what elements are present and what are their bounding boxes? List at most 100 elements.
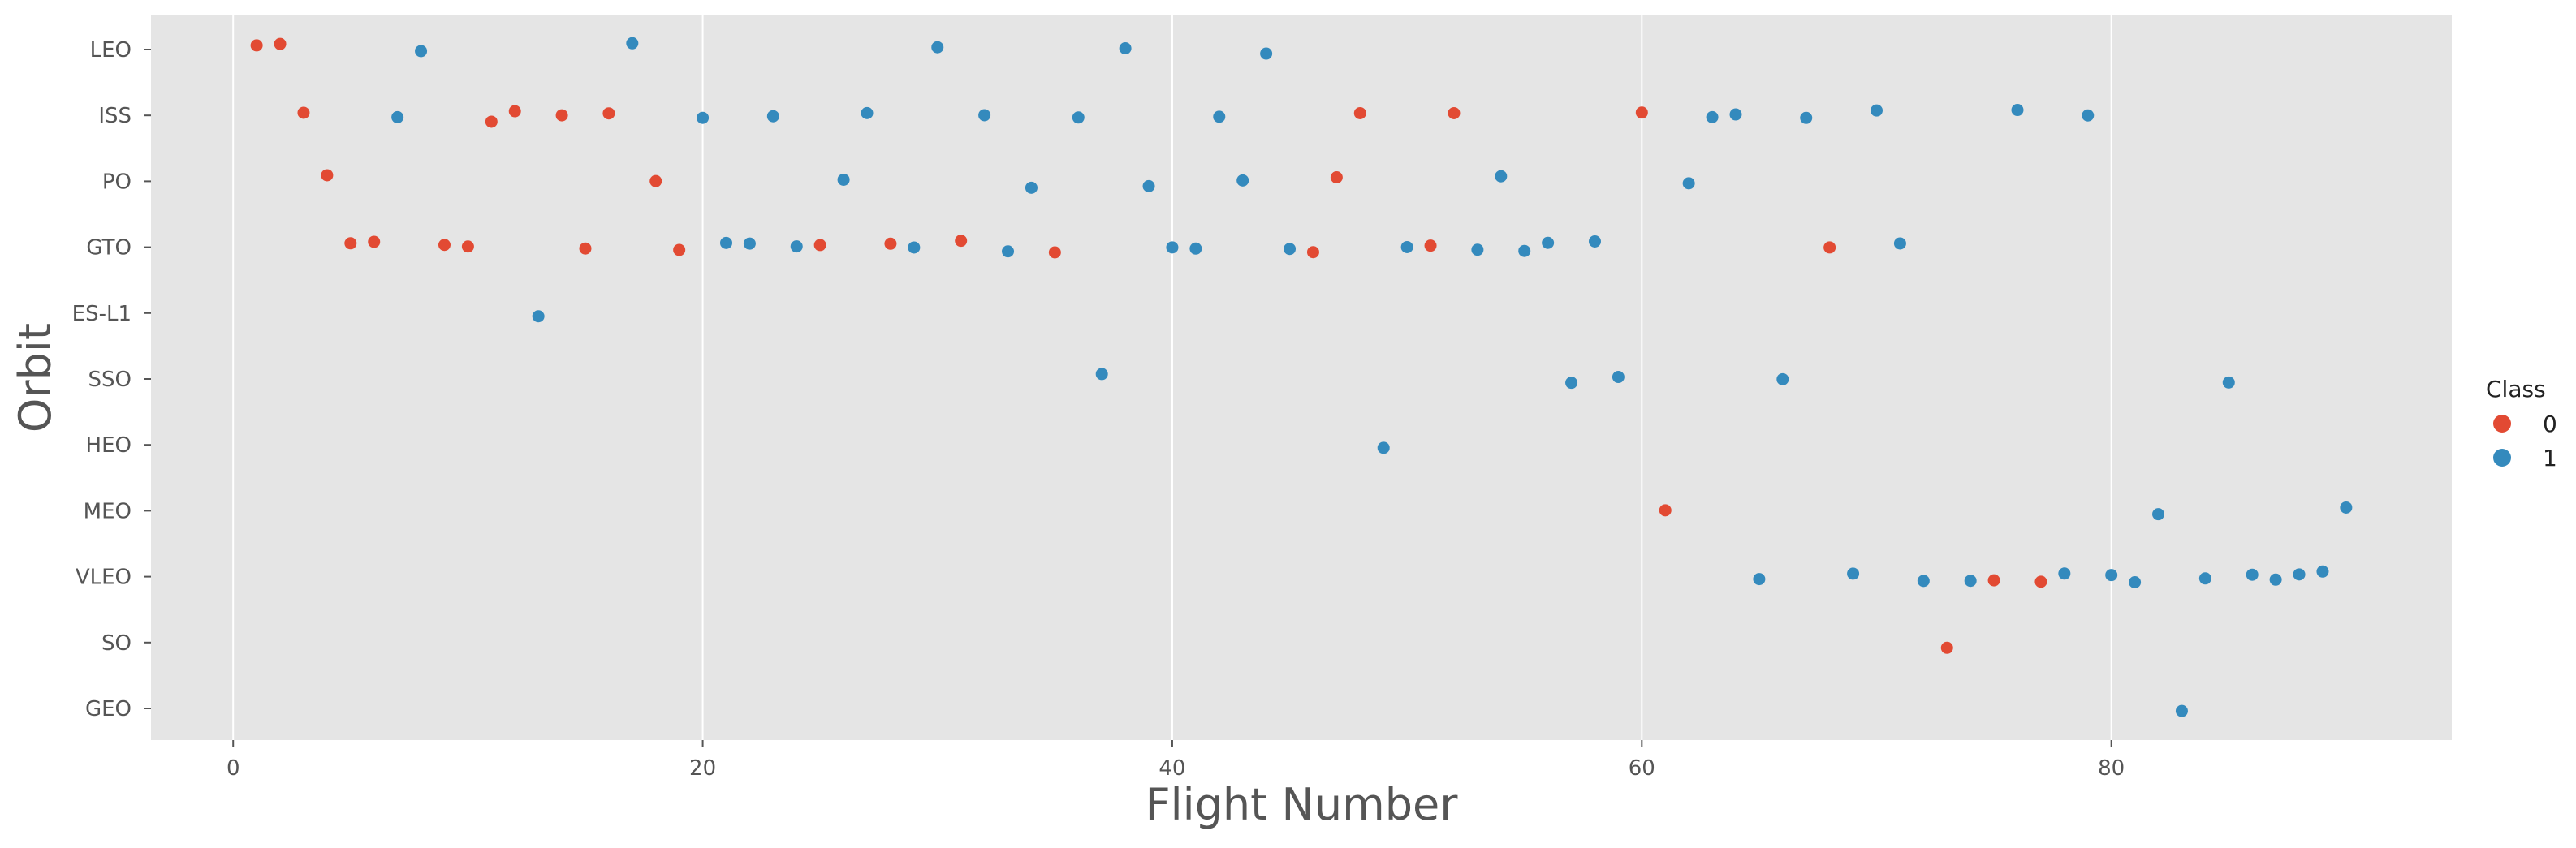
data-point-class-1 [908, 241, 921, 254]
data-point-class-0 [1659, 504, 1672, 517]
y-tick-label: LEO [90, 38, 132, 62]
data-point-class-1 [1025, 181, 1038, 194]
legend-marker-class-1 [2493, 449, 2511, 467]
data-point-class-0 [461, 240, 474, 253]
data-point-class-0 [884, 237, 897, 250]
data-point-class-1 [1072, 111, 1085, 124]
x-axis-title: Flight Number [1146, 779, 1459, 830]
data-point-class-1 [1917, 575, 1930, 588]
data-point-class-1 [790, 240, 803, 253]
data-point-class-1 [697, 111, 710, 124]
data-point-class-1 [1753, 573, 1766, 586]
data-point-class-1 [743, 237, 756, 250]
y-tick-label: HEO [86, 433, 132, 458]
data-point-class-1 [1800, 111, 1813, 124]
data-point-class-1 [1095, 368, 1108, 381]
data-point-class-0 [438, 239, 451, 252]
data-point-class-1 [931, 41, 944, 54]
data-point-class-1 [837, 173, 850, 186]
data-point-class-0 [274, 37, 287, 50]
data-point-class-0 [673, 243, 686, 256]
data-point-class-1 [1776, 372, 1789, 385]
data-point-class-0 [579, 242, 592, 255]
y-tick-label: ISS [98, 104, 132, 128]
y-tick-label: VLEO [76, 566, 132, 590]
data-point-class-1 [2129, 576, 2142, 589]
y-tick-label: SO [101, 631, 132, 656]
data-point-class-1 [2316, 565, 2329, 578]
y-axis-title: Orbit [10, 323, 61, 433]
data-point-class-1 [626, 37, 639, 50]
data-point-class-1 [2269, 573, 2282, 586]
x-tick-label: 40 [1159, 756, 1185, 781]
data-point-class-1 [1706, 110, 1719, 123]
data-point-class-1 [720, 236, 732, 249]
data-point-class-1 [1189, 242, 1202, 255]
data-point-class-0 [1987, 574, 2000, 587]
legend-title: Class [2486, 376, 2546, 402]
grid-lines [232, 15, 2112, 740]
data-point-class-0 [649, 174, 662, 187]
x-tick-label: 60 [1629, 756, 1655, 781]
data-point-class-1 [1518, 244, 1531, 257]
data-point-class-0 [1424, 239, 1437, 252]
data-point-class-1 [415, 45, 428, 58]
x-tick-label: 0 [227, 756, 240, 781]
data-point-class-0 [1306, 246, 1319, 259]
data-point-class-1 [2222, 376, 2235, 389]
data-point-class-1 [1871, 104, 1883, 117]
data-point-class-1 [1002, 245, 1015, 258]
data-point-class-1 [1893, 237, 1906, 250]
data-point-class-1 [1260, 47, 1273, 60]
data-point-class-0 [955, 235, 968, 248]
data-point-class-1 [2152, 508, 2165, 521]
data-point-class-0 [1448, 106, 1461, 119]
data-point-class-1 [861, 106, 874, 119]
data-point-class-0 [508, 105, 521, 118]
y-tick-label: GTO [86, 236, 132, 260]
data-point-class-0 [344, 237, 357, 250]
y-axis: LEO ISS PO GTO ES-L1 SSO HEO MEO VLEO SO GEO [72, 38, 151, 721]
x-tick-label: 20 [689, 756, 716, 781]
data-point-class-1 [1729, 108, 1742, 121]
data-point-class-0 [368, 235, 381, 248]
data-point-class-1 [2293, 568, 2306, 581]
data-point-class-1 [978, 109, 991, 122]
data-point-class-0 [2034, 575, 2047, 588]
data-point-class-0 [602, 107, 615, 120]
data-point-class-0 [485, 115, 498, 128]
data-point-class-1 [2082, 109, 2095, 122]
data-point-class-1 [1964, 575, 1977, 588]
data-point-class-1 [2198, 572, 2211, 585]
data-point-class-1 [766, 110, 779, 123]
data-point-class-1 [2175, 704, 2188, 717]
data-point-class-1 [2011, 104, 2024, 117]
data-point-class-1 [1236, 174, 1249, 187]
data-point-class-1 [1495, 170, 1508, 183]
legend-marker-class-0 [2493, 415, 2511, 433]
y-tick-label: ES-L1 [72, 302, 132, 326]
data-point-class-0 [1940, 641, 1953, 654]
x-axis: 0 20 40 60 80 [227, 740, 2125, 781]
legend-label-class-0: 0 [2543, 411, 2557, 437]
y-tick-label: PO [102, 170, 132, 194]
data-point-class-1 [2058, 567, 2071, 580]
data-point-class-0 [1330, 171, 1343, 184]
data-point-class-0 [250, 39, 263, 52]
data-point-class-1 [1142, 179, 1155, 192]
data-point-class-1 [2105, 569, 2118, 582]
data-point-class-1 [1565, 377, 1578, 390]
y-tick-label: MEO [84, 499, 132, 523]
data-point-class-0 [1823, 241, 1836, 254]
legend-label-class-1: 1 [2543, 445, 2557, 471]
x-tick-label: 80 [2098, 756, 2125, 781]
data-points [250, 37, 2353, 717]
data-point-class-0 [1353, 106, 1366, 119]
data-point-class-1 [1542, 236, 1555, 249]
data-point-class-1 [1612, 371, 1625, 384]
data-point-class-1 [1119, 42, 1132, 55]
y-tick-label: SSO [88, 368, 132, 392]
data-point-class-0 [321, 169, 334, 182]
data-point-class-1 [1166, 241, 1179, 254]
